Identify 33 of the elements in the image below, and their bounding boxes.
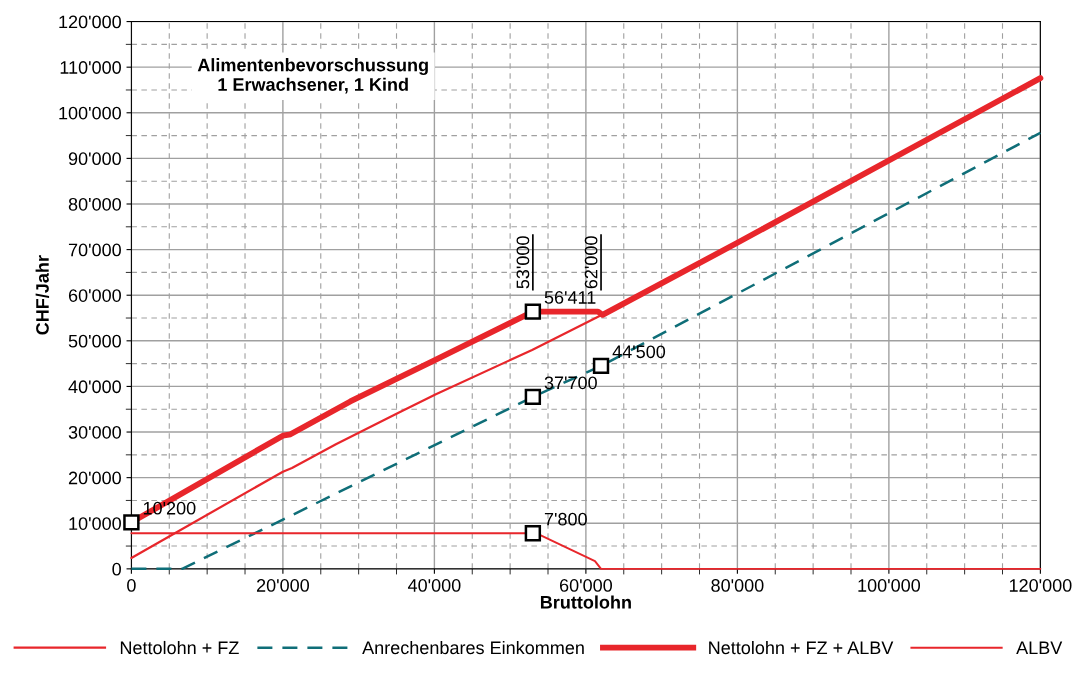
legend-label: ALBV [1016, 641, 1063, 654]
x-tick-label: 100'000 [858, 579, 921, 592]
ref-line-label: 53'000 [516, 236, 530, 289]
y-tick-label: 10'000 [69, 517, 121, 530]
y-tick-label: 110'000 [60, 61, 121, 74]
y-tick-label: 70'000 [68, 243, 121, 257]
annotation: 37'700 [544, 376, 597, 390]
legend-label: Nettolohn + FZ + ALBV [709, 640, 894, 655]
y-tick-label: 50'000 [68, 334, 121, 348]
legend-label: Nettolohn + FZ [120, 640, 239, 655]
x-tick-label: 80'000 [711, 579, 764, 592]
y-axis-title: CHF/Jahr [35, 255, 50, 335]
annotation: 44'500 [612, 345, 666, 359]
x-tick-label: 0 [127, 579, 136, 592]
legend-label: Anrechenbares Einkommen [362, 640, 584, 655]
annotation: 56'411 [544, 291, 596, 304]
y-tick-label: 40'000 [68, 380, 121, 394]
annotation: 7'800 [544, 512, 587, 526]
y-tick-label: 0 [112, 562, 121, 576]
x-tick-label: 120'000 [1009, 579, 1072, 592]
y-tick-label: 20'000 [68, 471, 121, 485]
y-tick-label: 100'000 [59, 106, 121, 120]
text: Alimentenbevorschussung 1 Erwachsener, 1 Kind [197, 58, 428, 94]
y-tick-label: 90'000 [68, 152, 121, 166]
ref-line-label: 62'000 [584, 236, 598, 289]
x-tick-label: 40'000 [407, 579, 461, 592]
x-tick-label: 60'000 [559, 579, 613, 592]
x-axis-title: Bruttolohn [540, 595, 631, 609]
y-tick-label: 120'000 [59, 15, 121, 29]
y-tick-label: 80'000 [68, 197, 121, 211]
y-tick-label: 30'000 [68, 425, 121, 439]
y-tick-label: 60'000 [68, 289, 121, 302]
x-tick-label: 20'000 [256, 579, 310, 592]
